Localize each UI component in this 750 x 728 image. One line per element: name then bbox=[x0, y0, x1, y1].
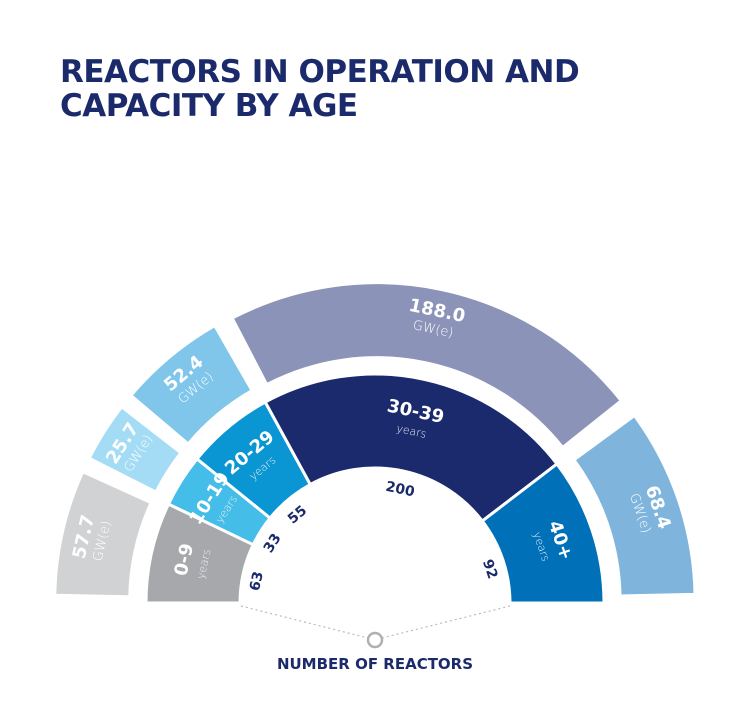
guide-line-left bbox=[240, 605, 369, 639]
x-axis-label: NUMBER OF REACTORS bbox=[277, 655, 473, 673]
capacity-segment-30-39 bbox=[231, 282, 622, 449]
reactor-count-label: 200 bbox=[384, 479, 416, 501]
capacity-segment-20-29 bbox=[130, 324, 253, 445]
reactor-count-label: 92 bbox=[479, 557, 500, 581]
reactor-count-label: 55 bbox=[285, 503, 310, 528]
years-label: years bbox=[395, 422, 427, 441]
capacity-segment-0-9 bbox=[54, 471, 152, 598]
reactor-count-label: 63 bbox=[247, 570, 267, 593]
guide-marker bbox=[366, 631, 384, 649]
capacity-segment-10-19 bbox=[88, 406, 182, 493]
chart-title: REACTORS IN OPERATION AND CAPACITY BY AG… bbox=[60, 54, 580, 124]
reactor-count-segment-30-39 bbox=[263, 372, 560, 524]
reactor-count-label: 33 bbox=[261, 531, 285, 556]
capacity-segment-40+ bbox=[573, 414, 696, 597]
guide-line-right bbox=[381, 605, 511, 639]
reactor-count-segment-40+ bbox=[480, 461, 606, 605]
